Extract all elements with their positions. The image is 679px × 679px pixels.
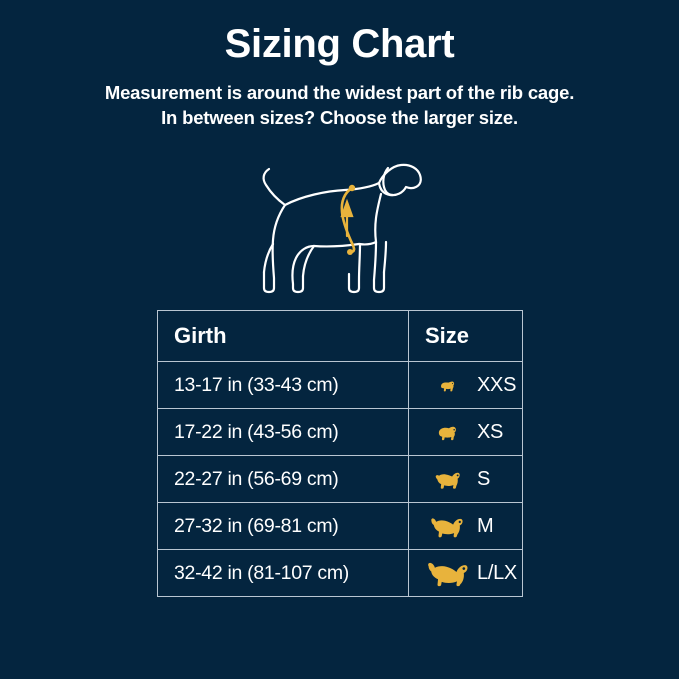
dog-hind-leg-near-path <box>290 244 315 294</box>
size-value-cell: XXS <box>408 361 523 409</box>
size-value-cell: L/LX <box>408 549 523 597</box>
size-label: M <box>477 514 494 537</box>
size-label: S <box>477 467 491 490</box>
girth-band-path <box>340 186 355 251</box>
dog-hind-leg-rear-path <box>262 203 286 294</box>
dog-silhouette-m-icon <box>426 514 468 538</box>
girth-band-bottom-knob <box>346 249 353 255</box>
dog-tail-path <box>262 167 286 207</box>
dog-illustration <box>0 152 679 297</box>
dog-front-leg-far-path <box>347 242 361 294</box>
dog-silhouette-l-icon <box>426 559 468 587</box>
dog-silhouette-xxs-icon <box>426 379 468 392</box>
girth-arrow <box>339 198 354 238</box>
subtitle-line-2: In between sizes? Choose the larger size… <box>161 107 518 128</box>
dog-chest-bottom-path <box>357 240 377 246</box>
dog-topline-path <box>283 181 380 207</box>
column-header-size: Size <box>408 310 523 362</box>
dog-neck-front-path <box>373 192 382 244</box>
girth-value: 27-32 in (69-81 cm) <box>157 502 409 550</box>
size-value-cell: S <box>408 455 523 503</box>
dog-belly-path <box>312 242 360 248</box>
size-label: XS <box>477 420 504 443</box>
size-label: XXS <box>477 373 517 396</box>
table-row: 32-42 in (81-107 cm) L/LX <box>157 549 523 597</box>
table-header-row: Girth Size <box>157 310 523 362</box>
girth-value: 17-22 in (43-56 cm) <box>157 408 409 456</box>
size-value-cell: M <box>408 502 523 550</box>
dog-silhouette-s-icon <box>426 469 468 490</box>
subtitle-line-1: Measurement is around the widest part of… <box>104 82 575 103</box>
girth-value: 32-42 in (81-107 cm) <box>157 549 409 597</box>
header: Sizing Chart Measurement is around the w… <box>0 20 679 130</box>
subtitle: Measurement is around the widest part of… <box>0 80 679 130</box>
dog-side-view-svg <box>262 163 422 294</box>
girth-value: 22-27 in (56-69 cm) <box>157 455 409 503</box>
girth-band-top-knob <box>348 184 355 192</box>
table-row: 22-27 in (56-69 cm) S <box>157 455 523 503</box>
sizing-table: Girth Size 13-17 in (33-43 cm) XXS <box>157 310 523 597</box>
page-title: Sizing Chart <box>224 22 455 66</box>
dog-hind-hock-path <box>262 242 274 274</box>
dog-front-leg-upper-path <box>382 240 387 274</box>
table-row: 13-17 in (33-43 cm) XXS <box>157 361 523 409</box>
table-row: 27-32 in (69-81 cm) M <box>157 502 523 550</box>
dog-front-leg-near-path <box>372 240 385 294</box>
girth-value: 13-17 in (33-43 cm) <box>157 361 409 409</box>
girth-arrow-head <box>339 198 354 218</box>
dog-ear-path <box>381 166 394 197</box>
column-header-girth: Girth <box>157 310 409 362</box>
dog-silhouette-xs-icon <box>426 424 468 441</box>
table-row: 17-22 in (43-56 cm) XS <box>157 408 523 456</box>
size-label: L/LX <box>477 561 517 584</box>
dog-thigh-path <box>301 244 315 278</box>
size-value-cell: XS <box>408 408 523 456</box>
